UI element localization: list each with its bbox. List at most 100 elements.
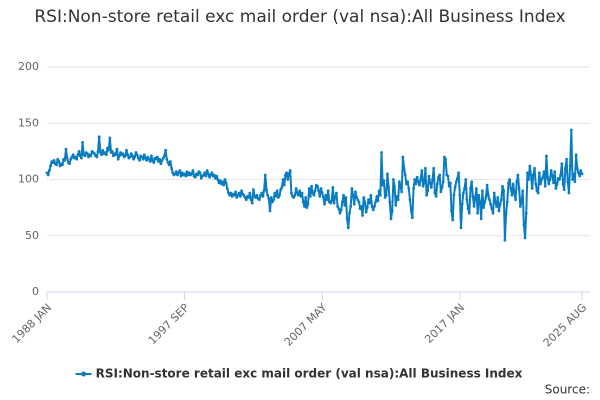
source: Source: xyxy=(545,383,590,397)
data-point xyxy=(469,187,472,190)
data-point xyxy=(357,200,361,204)
data-point xyxy=(437,175,440,179)
data-point xyxy=(77,149,81,153)
data-point xyxy=(132,157,135,161)
data-point xyxy=(57,160,61,163)
data-point xyxy=(363,200,367,204)
data-point xyxy=(223,178,227,181)
data-point xyxy=(537,171,541,175)
data-point xyxy=(55,163,58,167)
data-point xyxy=(83,154,87,158)
data-point xyxy=(409,209,413,213)
data-point xyxy=(255,193,259,197)
data-point xyxy=(485,183,489,187)
data-point xyxy=(489,202,493,206)
data-point xyxy=(184,174,188,178)
data-point xyxy=(287,172,291,176)
data-point xyxy=(569,128,573,132)
data-point xyxy=(486,193,490,197)
data-point xyxy=(126,153,130,157)
data-point xyxy=(317,189,321,193)
data-point xyxy=(265,188,268,192)
data-point xyxy=(535,189,539,193)
y-tick-label: 200 xyxy=(18,60,39,73)
data-point xyxy=(154,157,158,161)
data-point xyxy=(387,185,391,189)
y-tick-label: 100 xyxy=(18,173,39,186)
data-point xyxy=(168,160,172,163)
data-point xyxy=(205,169,209,172)
data-point xyxy=(151,158,154,162)
data-point xyxy=(530,187,534,190)
data-point xyxy=(547,182,551,186)
data-point xyxy=(304,196,308,199)
data-point xyxy=(527,178,531,181)
data-point xyxy=(174,170,178,174)
data-point xyxy=(160,158,164,162)
data-point xyxy=(370,205,374,208)
data-point xyxy=(503,238,507,242)
data-point xyxy=(580,172,584,176)
data-point xyxy=(406,180,410,184)
data-point xyxy=(135,153,139,157)
data-point xyxy=(550,174,554,178)
data-point xyxy=(522,223,526,226)
data-point xyxy=(254,196,258,199)
data-point xyxy=(114,153,118,157)
data-point xyxy=(428,181,432,185)
data-point xyxy=(272,198,275,202)
data-point xyxy=(490,207,494,211)
data-point xyxy=(56,157,60,161)
data-point xyxy=(516,173,520,177)
data-point xyxy=(216,178,220,181)
data-point xyxy=(332,201,336,205)
data-point xyxy=(295,191,299,195)
data-point xyxy=(356,198,360,202)
data-point xyxy=(465,198,469,202)
data-point xyxy=(543,184,547,188)
data-point xyxy=(373,205,376,208)
data-point xyxy=(457,171,461,175)
data-point xyxy=(400,190,404,194)
data-point xyxy=(483,200,487,204)
data-point xyxy=(300,191,304,195)
data-point xyxy=(116,157,120,161)
data-point xyxy=(75,157,79,161)
data-point xyxy=(435,182,439,186)
data-point xyxy=(359,205,363,208)
data-point xyxy=(579,169,583,172)
data-point xyxy=(524,211,528,215)
data-point xyxy=(375,194,379,198)
data-point xyxy=(518,205,522,208)
data-point xyxy=(119,151,122,154)
data-point xyxy=(129,152,133,156)
data-point xyxy=(361,214,364,217)
data-point xyxy=(229,191,233,195)
data-point xyxy=(545,154,548,158)
data-point xyxy=(553,170,557,174)
data-point xyxy=(333,194,337,198)
data-point xyxy=(267,197,271,201)
data-point xyxy=(549,169,553,172)
data-point xyxy=(190,172,194,176)
data-point xyxy=(179,174,183,178)
data-point xyxy=(548,178,552,181)
data-point xyxy=(512,191,516,195)
data-point xyxy=(96,149,100,153)
data-point xyxy=(117,154,121,158)
data-point xyxy=(508,178,512,181)
data-point xyxy=(526,171,529,175)
data-point xyxy=(107,148,111,152)
data-point xyxy=(85,152,89,156)
x-tick-label: 2017 JAN xyxy=(422,301,467,346)
data-point xyxy=(308,194,312,198)
data-point xyxy=(240,189,243,193)
data-point xyxy=(497,209,501,213)
data-point xyxy=(138,158,141,162)
data-point xyxy=(269,196,273,199)
data-point xyxy=(198,171,202,175)
data-point xyxy=(405,182,408,186)
data-point xyxy=(559,173,563,177)
data-point xyxy=(203,171,207,175)
